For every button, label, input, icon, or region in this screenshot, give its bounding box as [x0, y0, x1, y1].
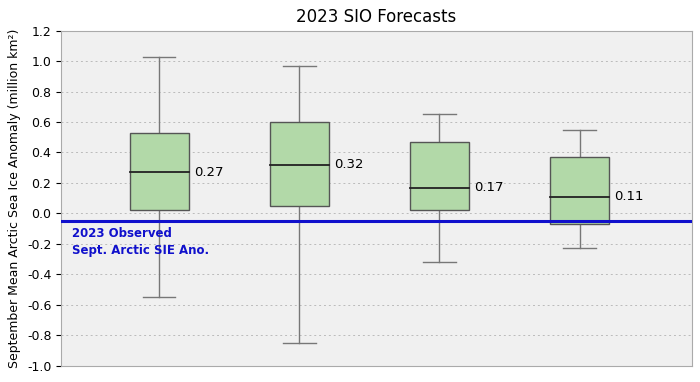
- Text: 0.27: 0.27: [194, 166, 224, 179]
- Bar: [550, 157, 609, 224]
- Title: 2023 SIO Forecasts: 2023 SIO Forecasts: [296, 8, 456, 26]
- Text: 0.32: 0.32: [335, 158, 364, 171]
- Text: 2023 Observed
Sept. Arctic SIE Ano.: 2023 Observed Sept. Arctic SIE Ano.: [72, 227, 209, 257]
- Bar: [270, 122, 329, 206]
- Text: 0.11: 0.11: [615, 190, 644, 203]
- Bar: [410, 142, 469, 210]
- Text: 0.17: 0.17: [475, 181, 504, 194]
- Y-axis label: September Mean Arctic Sea Ice Anomaly (million km²): September Mean Arctic Sea Ice Anomaly (m…: [8, 29, 21, 368]
- Bar: [130, 133, 188, 210]
